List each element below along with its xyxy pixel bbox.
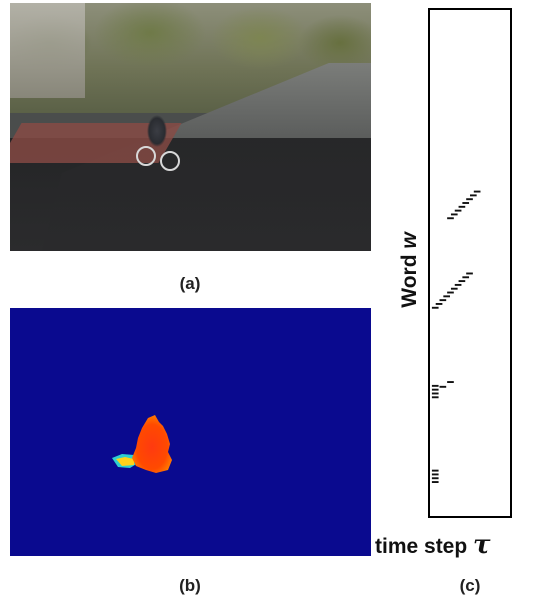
y-axis-label-var: w [398, 232, 421, 249]
street-photo [10, 3, 371, 251]
x-axis-label-text: time step [375, 535, 468, 558]
word-activation-mark [450, 213, 458, 216]
caption-c: (c) [459, 576, 481, 595]
caption-a: (a) [179, 274, 201, 293]
word-activation-mark [431, 392, 439, 395]
word-activation-mark [439, 385, 447, 388]
word-activation-mark [439, 299, 447, 302]
word-activation-mark [431, 388, 439, 391]
word-activation-mark [447, 217, 454, 220]
word-activation-mark [466, 272, 473, 275]
word-activation-mark [473, 190, 481, 193]
word-activation-mark [431, 396, 439, 399]
building [10, 3, 85, 98]
word-activation-mark [431, 473, 439, 476]
word-activation-mark [454, 283, 462, 286]
word-activation-mark [462, 276, 470, 279]
word-activation-mark [458, 205, 466, 208]
word-activation-mark [431, 306, 439, 309]
word-time-plot [428, 8, 512, 518]
word-activation-mark [431, 384, 439, 387]
motion-heatmap [10, 308, 371, 556]
heatmap-background [10, 308, 371, 556]
word-activation-mark [462, 202, 470, 204]
word-activation-mark [431, 481, 439, 483]
bicycle-wheel [136, 146, 156, 166]
word-activation-mark [450, 287, 458, 290]
word-activation-mark [447, 291, 454, 294]
word-activation-mark [466, 198, 473, 201]
caption-b: (b) [179, 576, 201, 595]
word-activation-marks [431, 190, 481, 483]
word-activation-mark [443, 295, 450, 298]
cyclist [143, 113, 171, 151]
word-activation-mark [431, 477, 439, 480]
word-activation-mark [435, 303, 443, 305]
bicycle-wheel [160, 151, 180, 171]
heatmap-blob-yellow [116, 457, 134, 466]
x-axis-label: time step τ [375, 530, 491, 560]
word-activation-mark [454, 209, 462, 212]
word-activation-mark [458, 280, 466, 283]
y-axis-label: Word w [398, 200, 422, 340]
word-activation-mark [447, 381, 454, 383]
word-activation-mark [470, 194, 477, 197]
y-axis-label-text: Word [398, 254, 421, 308]
word-activation-mark [431, 469, 439, 472]
heatmap-blob-red [132, 415, 172, 473]
x-axis-label-var: τ [473, 530, 491, 560]
